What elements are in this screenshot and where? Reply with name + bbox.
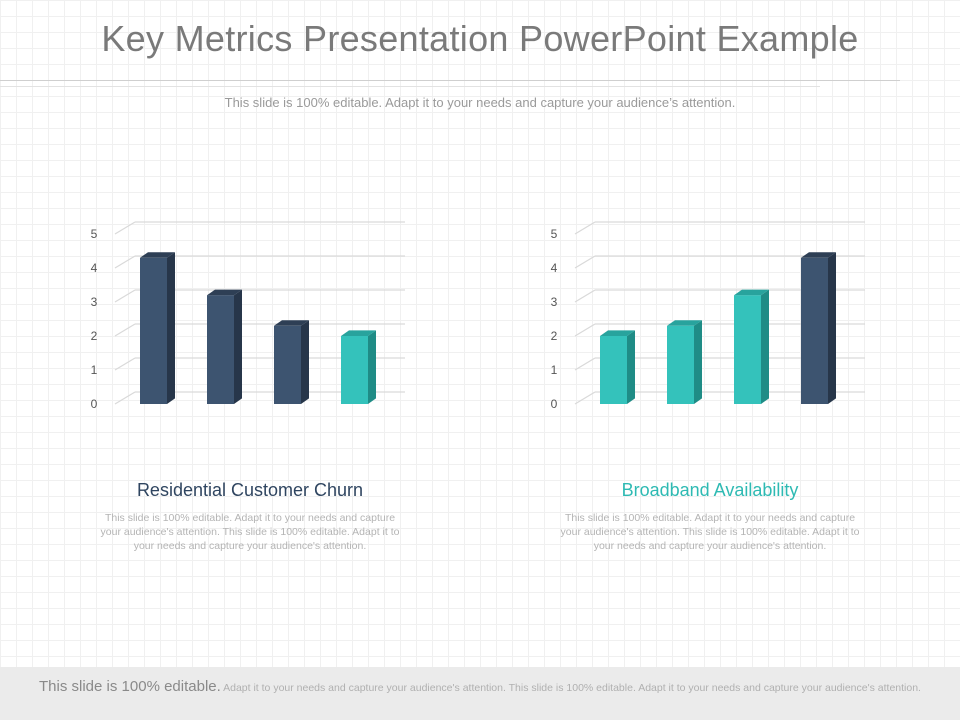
broadband-chart: 0 1 2 3 4 5 xyxy=(540,210,890,420)
churn-card-body: This slide is 100% editable. Adapt it to… xyxy=(100,512,400,552)
bar xyxy=(667,320,702,404)
y-tick-label: 2 xyxy=(551,329,558,343)
title-divider xyxy=(0,80,900,81)
broadband-card-body: This slide is 100% editable. Adapt it to… xyxy=(560,512,860,552)
y-tick-label: 3 xyxy=(91,295,98,309)
bar xyxy=(801,252,836,404)
y-tick-label: 0 xyxy=(91,397,98,411)
gridline xyxy=(574,221,865,235)
bar xyxy=(274,320,309,404)
footer-text: This slide is 100% editable. Adapt it to… xyxy=(30,679,930,696)
y-tick-label: 4 xyxy=(551,261,558,275)
churn-card-title: Residential Customer Churn xyxy=(136,480,364,500)
y-tick-label: 5 xyxy=(551,227,558,241)
bar xyxy=(140,252,175,404)
gridline xyxy=(114,221,405,235)
y-tick-label: 2 xyxy=(91,329,98,343)
y-tick-label: 4 xyxy=(91,261,98,275)
gridline xyxy=(114,255,405,269)
y-tick-label: 1 xyxy=(551,363,558,377)
footer-rest: Adapt it to your needs and capture your … xyxy=(220,682,921,694)
gridline xyxy=(114,323,405,337)
bar-chart-svg: 0 1 2 3 4 5 xyxy=(91,221,405,411)
y-tick-label: 1 xyxy=(91,363,98,377)
bar xyxy=(600,330,635,404)
y-tick-label: 5 xyxy=(91,227,98,241)
slide-subtitle: This slide is 100% editable. Adapt it to… xyxy=(224,95,736,110)
bar xyxy=(207,289,242,404)
y-tick-label: 3 xyxy=(551,295,558,309)
title-divider-secondary xyxy=(0,86,820,87)
footer-bar: This slide is 100% editable. Adapt it to… xyxy=(0,667,960,720)
broadband-card-title: Broadband Availability xyxy=(621,480,799,500)
footer-lead: This slide is 100% editable. xyxy=(39,678,221,695)
bar xyxy=(341,330,376,404)
y-tick-label: 0 xyxy=(551,397,558,411)
churn-chart: 0 1 2 3 4 5 xyxy=(80,210,430,420)
gridline xyxy=(114,289,405,303)
slide-title: Key Metrics Presentation PowerPoint Exam… xyxy=(101,18,859,59)
bar-chart-svg: 0 1 2 3 4 5 xyxy=(551,221,865,411)
bar xyxy=(734,289,769,404)
